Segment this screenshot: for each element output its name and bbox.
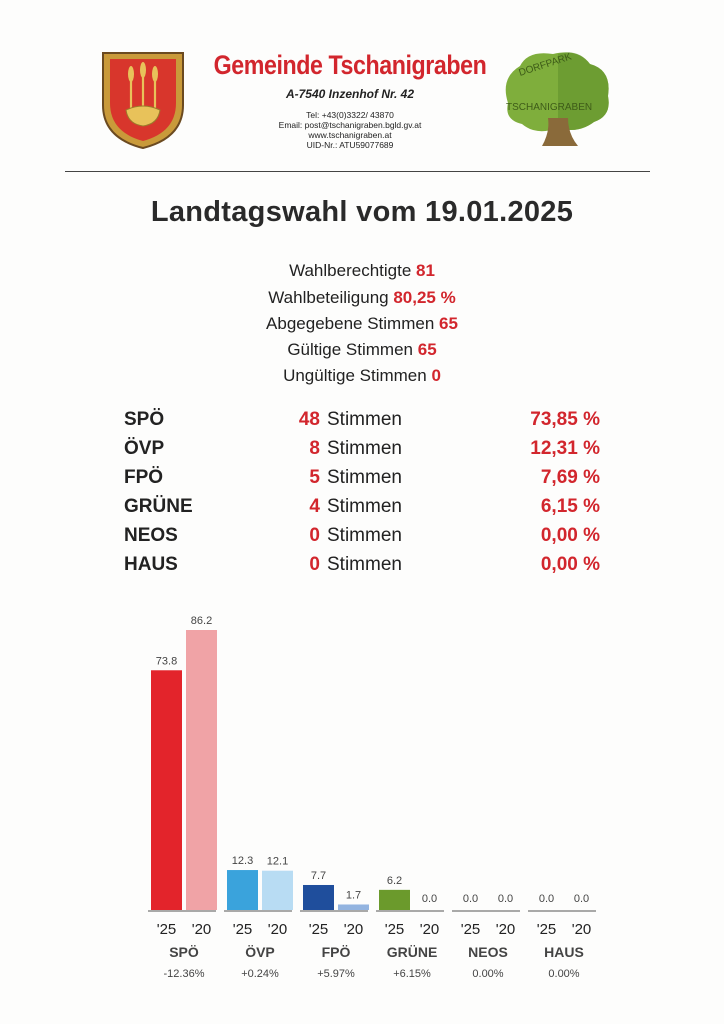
- party-votes: 0: [309, 554, 320, 575]
- party-percent: 7,69 %: [540, 467, 600, 488]
- party-category-label: SPÖ: [169, 944, 199, 960]
- contact-email: Email: post@tschanigraben.bgld.gv.at: [278, 120, 422, 130]
- contact-tel: Tel: +43(0)3322/ 43870: [306, 110, 394, 120]
- party-votes-unit: Stimmen: [327, 438, 402, 459]
- bar-value-label: 0.0: [574, 893, 589, 905]
- party-percent: 0,00 %: [540, 554, 600, 575]
- logo-text-bottom: TSCHANIGRABEN: [506, 102, 592, 113]
- party-votes-unit: Stimmen: [327, 525, 402, 546]
- year-tick-label: '20: [572, 921, 592, 938]
- change-label: 0.00%: [548, 968, 579, 980]
- party-category-label: NEOS: [468, 944, 508, 960]
- party-category-label: GRÜNE: [387, 944, 438, 960]
- bar-2020: [338, 904, 369, 910]
- year-tick-label: '20: [496, 921, 516, 938]
- bar-2020: [262, 870, 293, 910]
- results-bar-chart: 73.8 '25 86.2 '20 SPÖ -12.36% 12.3 '25 12.1 '20 ÖV…: [148, 615, 596, 980]
- bar-value-label: 7.7: [311, 870, 326, 882]
- bar-value-label: 0.0: [463, 893, 478, 905]
- party-votes: 48: [298, 409, 320, 430]
- stat-label: Abgegebene Stimmen: [266, 314, 435, 333]
- stat-eligible: Wahlberechtigte 81: [0, 261, 724, 281]
- year-tick-label: '25: [233, 921, 253, 938]
- change-label: +5.97%: [317, 968, 355, 980]
- bar-value-label: 0.0: [498, 893, 513, 905]
- stat-valid-votes: Gültige Stimmen 65: [0, 340, 724, 360]
- party-votes: 8: [309, 438, 320, 459]
- bar-value-label: 6.2: [387, 875, 402, 887]
- party-category-label: ÖVP: [245, 944, 275, 960]
- org-address: A-7540 Inzenhof Nr. 42: [285, 87, 415, 101]
- party-name: ÖVP: [124, 438, 165, 459]
- year-tick-label: '25: [537, 921, 557, 938]
- year-tick-label: '20: [420, 921, 440, 938]
- party-votes: 5: [309, 467, 320, 488]
- party-percent: 6,15 %: [540, 496, 600, 517]
- year-tick-label: '25: [385, 921, 405, 938]
- contact-uid: UID-Nr.: ATU59077689: [306, 140, 394, 150]
- party-percent: 73,85 %: [530, 409, 600, 430]
- stat-cast-votes: Abgegebene Stimmen 65: [0, 314, 724, 334]
- bar-2025: [379, 889, 410, 910]
- bar-2025: [303, 884, 334, 910]
- header-divider: [65, 171, 650, 172]
- year-tick-label: '20: [268, 921, 288, 938]
- party-votes: 4: [309, 496, 320, 517]
- party-category-label: HAUS: [544, 944, 584, 960]
- change-label: +0.24%: [241, 968, 279, 980]
- stat-value: 80,25 %: [393, 288, 456, 307]
- party-name: SPÖ: [124, 409, 165, 430]
- party-votes-unit: Stimmen: [327, 409, 402, 430]
- stat-turnout: Wahlbeteiligung 80,25 %: [0, 288, 724, 308]
- party-category-label: FPÖ: [322, 944, 351, 960]
- stat-label: Wahlbeteiligung: [268, 288, 389, 307]
- page-title: Landtagswahl vom 19.01.2025: [150, 196, 574, 228]
- party-name: FPÖ: [124, 467, 164, 488]
- bar-2025: [227, 870, 258, 910]
- coat-of-arms-logo: [102, 52, 184, 150]
- dorfpark-tree-logo: DORFPARK TSCHANIGRABEN: [505, 51, 609, 146]
- stat-value: 81: [416, 261, 435, 280]
- party-name: HAUS: [124, 554, 178, 575]
- bar-value-label: 12.3: [232, 855, 253, 867]
- party-votes-unit: Stimmen: [327, 467, 402, 488]
- bar-value-label: 12.1: [267, 856, 288, 868]
- year-tick-label: '25: [461, 921, 481, 938]
- bar-value-label: 86.2: [191, 615, 212, 627]
- bar-value-label: 1.7: [346, 889, 361, 901]
- party-percent: 12,31 %: [530, 438, 600, 459]
- year-tick-label: '25: [157, 921, 177, 938]
- party-percent: 0,00 %: [540, 525, 600, 546]
- bar-value-label: 73.8: [156, 655, 177, 667]
- bar-value-label: 0.0: [422, 893, 437, 905]
- change-label: 0.00%: [472, 968, 503, 980]
- year-tick-label: '20: [344, 921, 364, 938]
- party-votes-unit: Stimmen: [327, 496, 402, 517]
- stat-value: 65: [439, 314, 458, 333]
- change-label: -12.36%: [164, 968, 205, 980]
- org-name: Gemeinde Tschanigraben: [213, 50, 487, 80]
- stat-value: 0: [431, 366, 441, 385]
- year-tick-label: '25: [309, 921, 329, 938]
- stat-value: 65: [417, 340, 437, 359]
- contact-web: www.tschanigraben.at: [308, 130, 392, 140]
- year-tick-label: '20: [192, 921, 212, 938]
- change-label: +6.15%: [393, 968, 431, 980]
- stat-label: Wahlberechtigte: [289, 261, 412, 280]
- stat-label: Gültige Stimmen: [287, 340, 413, 359]
- bar-value-label: 0.0: [539, 893, 554, 905]
- stat-invalid-votes: Ungültige Stimmen 0: [0, 366, 724, 386]
- party-name: NEOS: [124, 525, 178, 546]
- bar-2020: [186, 630, 217, 910]
- bar-2025: [151, 670, 182, 910]
- party-name: GRÜNE: [124, 496, 193, 517]
- party-votes: 0: [309, 525, 320, 546]
- stat-label: Ungültige Stimmen: [283, 366, 427, 385]
- party-votes-unit: Stimmen: [327, 554, 402, 575]
